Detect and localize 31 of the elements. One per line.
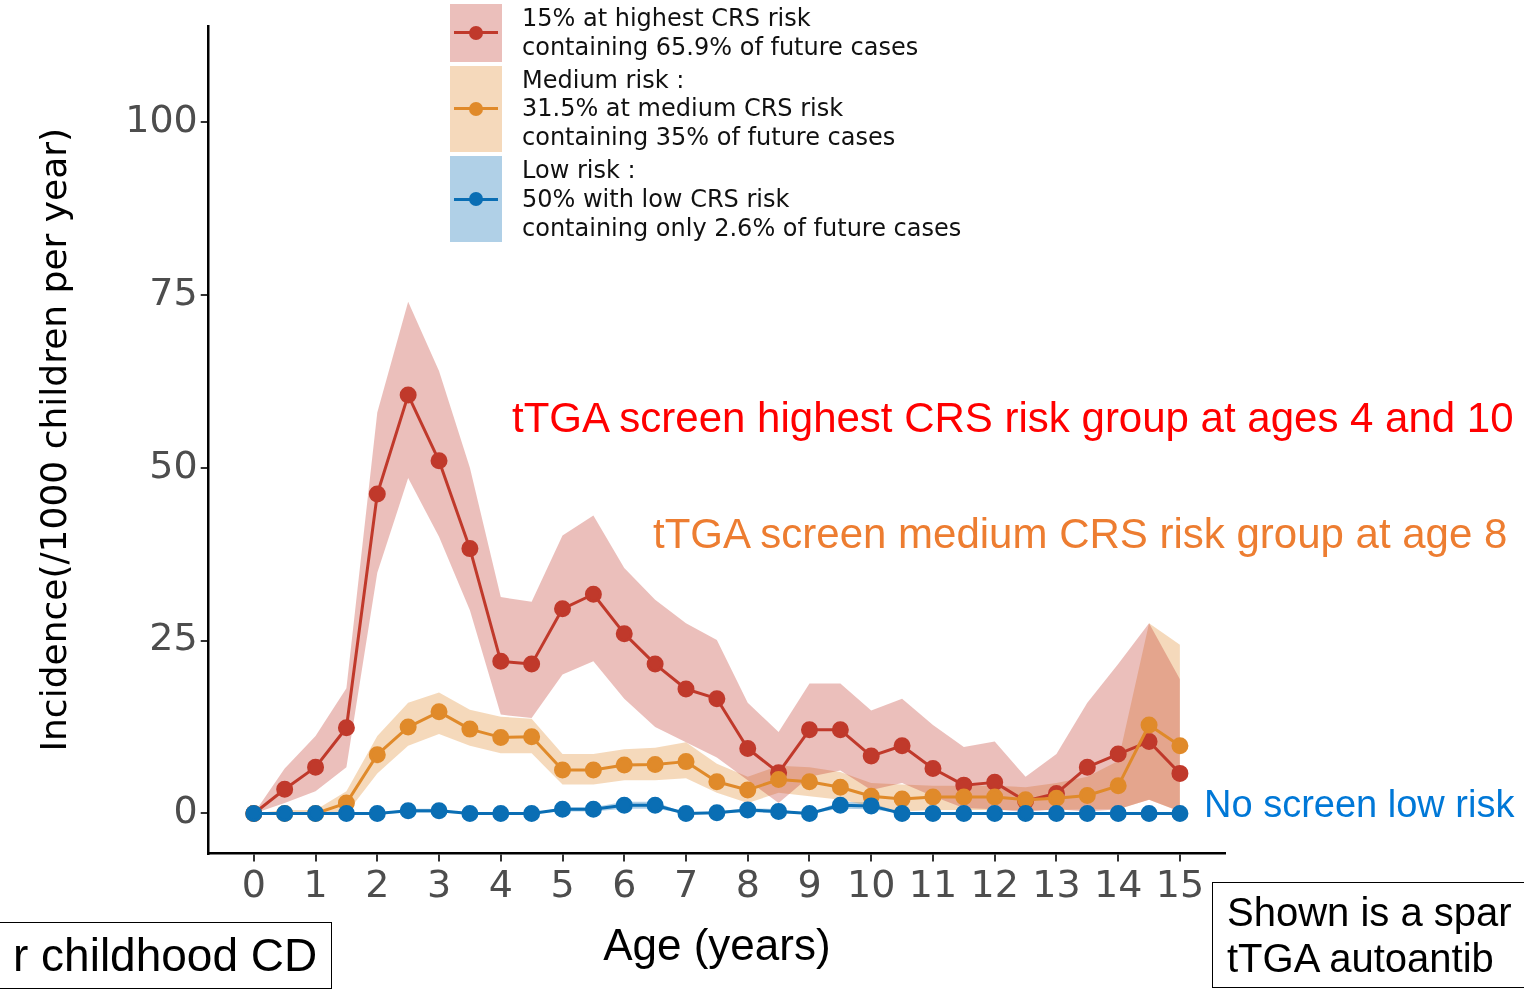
- x-tick-label: 2: [365, 862, 390, 907]
- text: r childhood CD: [0, 922, 333, 989]
- annotation: No screen low risk: [1204, 783, 1515, 827]
- y-tick-label: 25: [149, 615, 198, 660]
- legend-label: Medium risk : 31.5% at medium CRS risk containing 35% of future cases: [522, 65, 896, 152]
- x-tick-label: 9: [797, 862, 822, 907]
- y-axis-title: Incidence(/1000 children per year): [32, 127, 74, 752]
- y-tick-label: 75: [149, 269, 198, 314]
- x-tick-label: 15: [1155, 862, 1205, 907]
- x-tick-label: 11: [908, 862, 958, 907]
- text: Shown is a spar tTGA autoantib: [1212, 882, 1524, 988]
- x-tick-label: 14: [1094, 862, 1143, 907]
- x-tick-label: 8: [735, 862, 760, 907]
- legend-label: 15% at highest CRS risk containing 65.9% of future cases: [522, 4, 919, 62]
- x-tick-label: 7: [673, 862, 699, 907]
- x-tick-label: 5: [550, 862, 575, 907]
- x-tick-label: 10: [847, 862, 896, 907]
- x-tick-label: 0: [241, 862, 266, 907]
- x-tick-label: 3: [426, 862, 452, 907]
- annotation: tTGA screen medium CRS risk group at age 8: [653, 510, 1508, 559]
- y-tick-label: 0: [173, 788, 198, 833]
- x-tick-label: 4: [488, 862, 513, 907]
- x-tick-label: 13: [1032, 862, 1081, 907]
- x-axis-title: Age (years): [603, 919, 831, 969]
- x-tick-label: 12: [970, 862, 1019, 907]
- x-tick-label: 6: [612, 862, 637, 907]
- legend-label: Low risk : 50% with low CRS risk containing only 2.6% of future cases: [522, 155, 962, 243]
- y-tick-label: 50: [149, 442, 198, 487]
- y-tick-label: 100: [125, 96, 198, 141]
- x-tick-label: 1: [303, 862, 328, 907]
- annotation: tTGA screen highest CRS risk group at ages 4 and 10: [512, 394, 1514, 443]
